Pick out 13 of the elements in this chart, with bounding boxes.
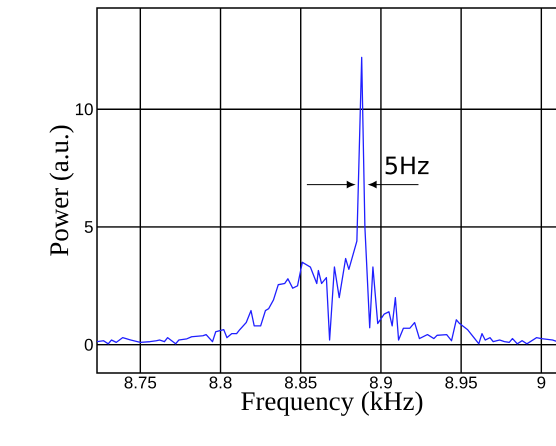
- x-tick-label: 8.95: [445, 376, 477, 389]
- x-axis-title: Frequency (kHz): [241, 391, 422, 416]
- y-tick-label: 10: [76, 103, 93, 116]
- x-tick-label: 8.75: [124, 376, 156, 389]
- annotation: 5Hz: [386, 156, 429, 174]
- x-tick-label: 8.85: [284, 376, 316, 389]
- y-axis-title: Power (a.u.): [49, 126, 74, 256]
- x-tick-label: 8.8: [209, 376, 232, 389]
- x-tick-label: 8.9: [370, 376, 392, 389]
- x-tick-label: 9: [537, 376, 546, 389]
- line-series: [97, 56, 556, 344]
- y-tick-label: 5: [84, 221, 93, 233]
- y-tick-label: 0: [84, 338, 93, 351]
